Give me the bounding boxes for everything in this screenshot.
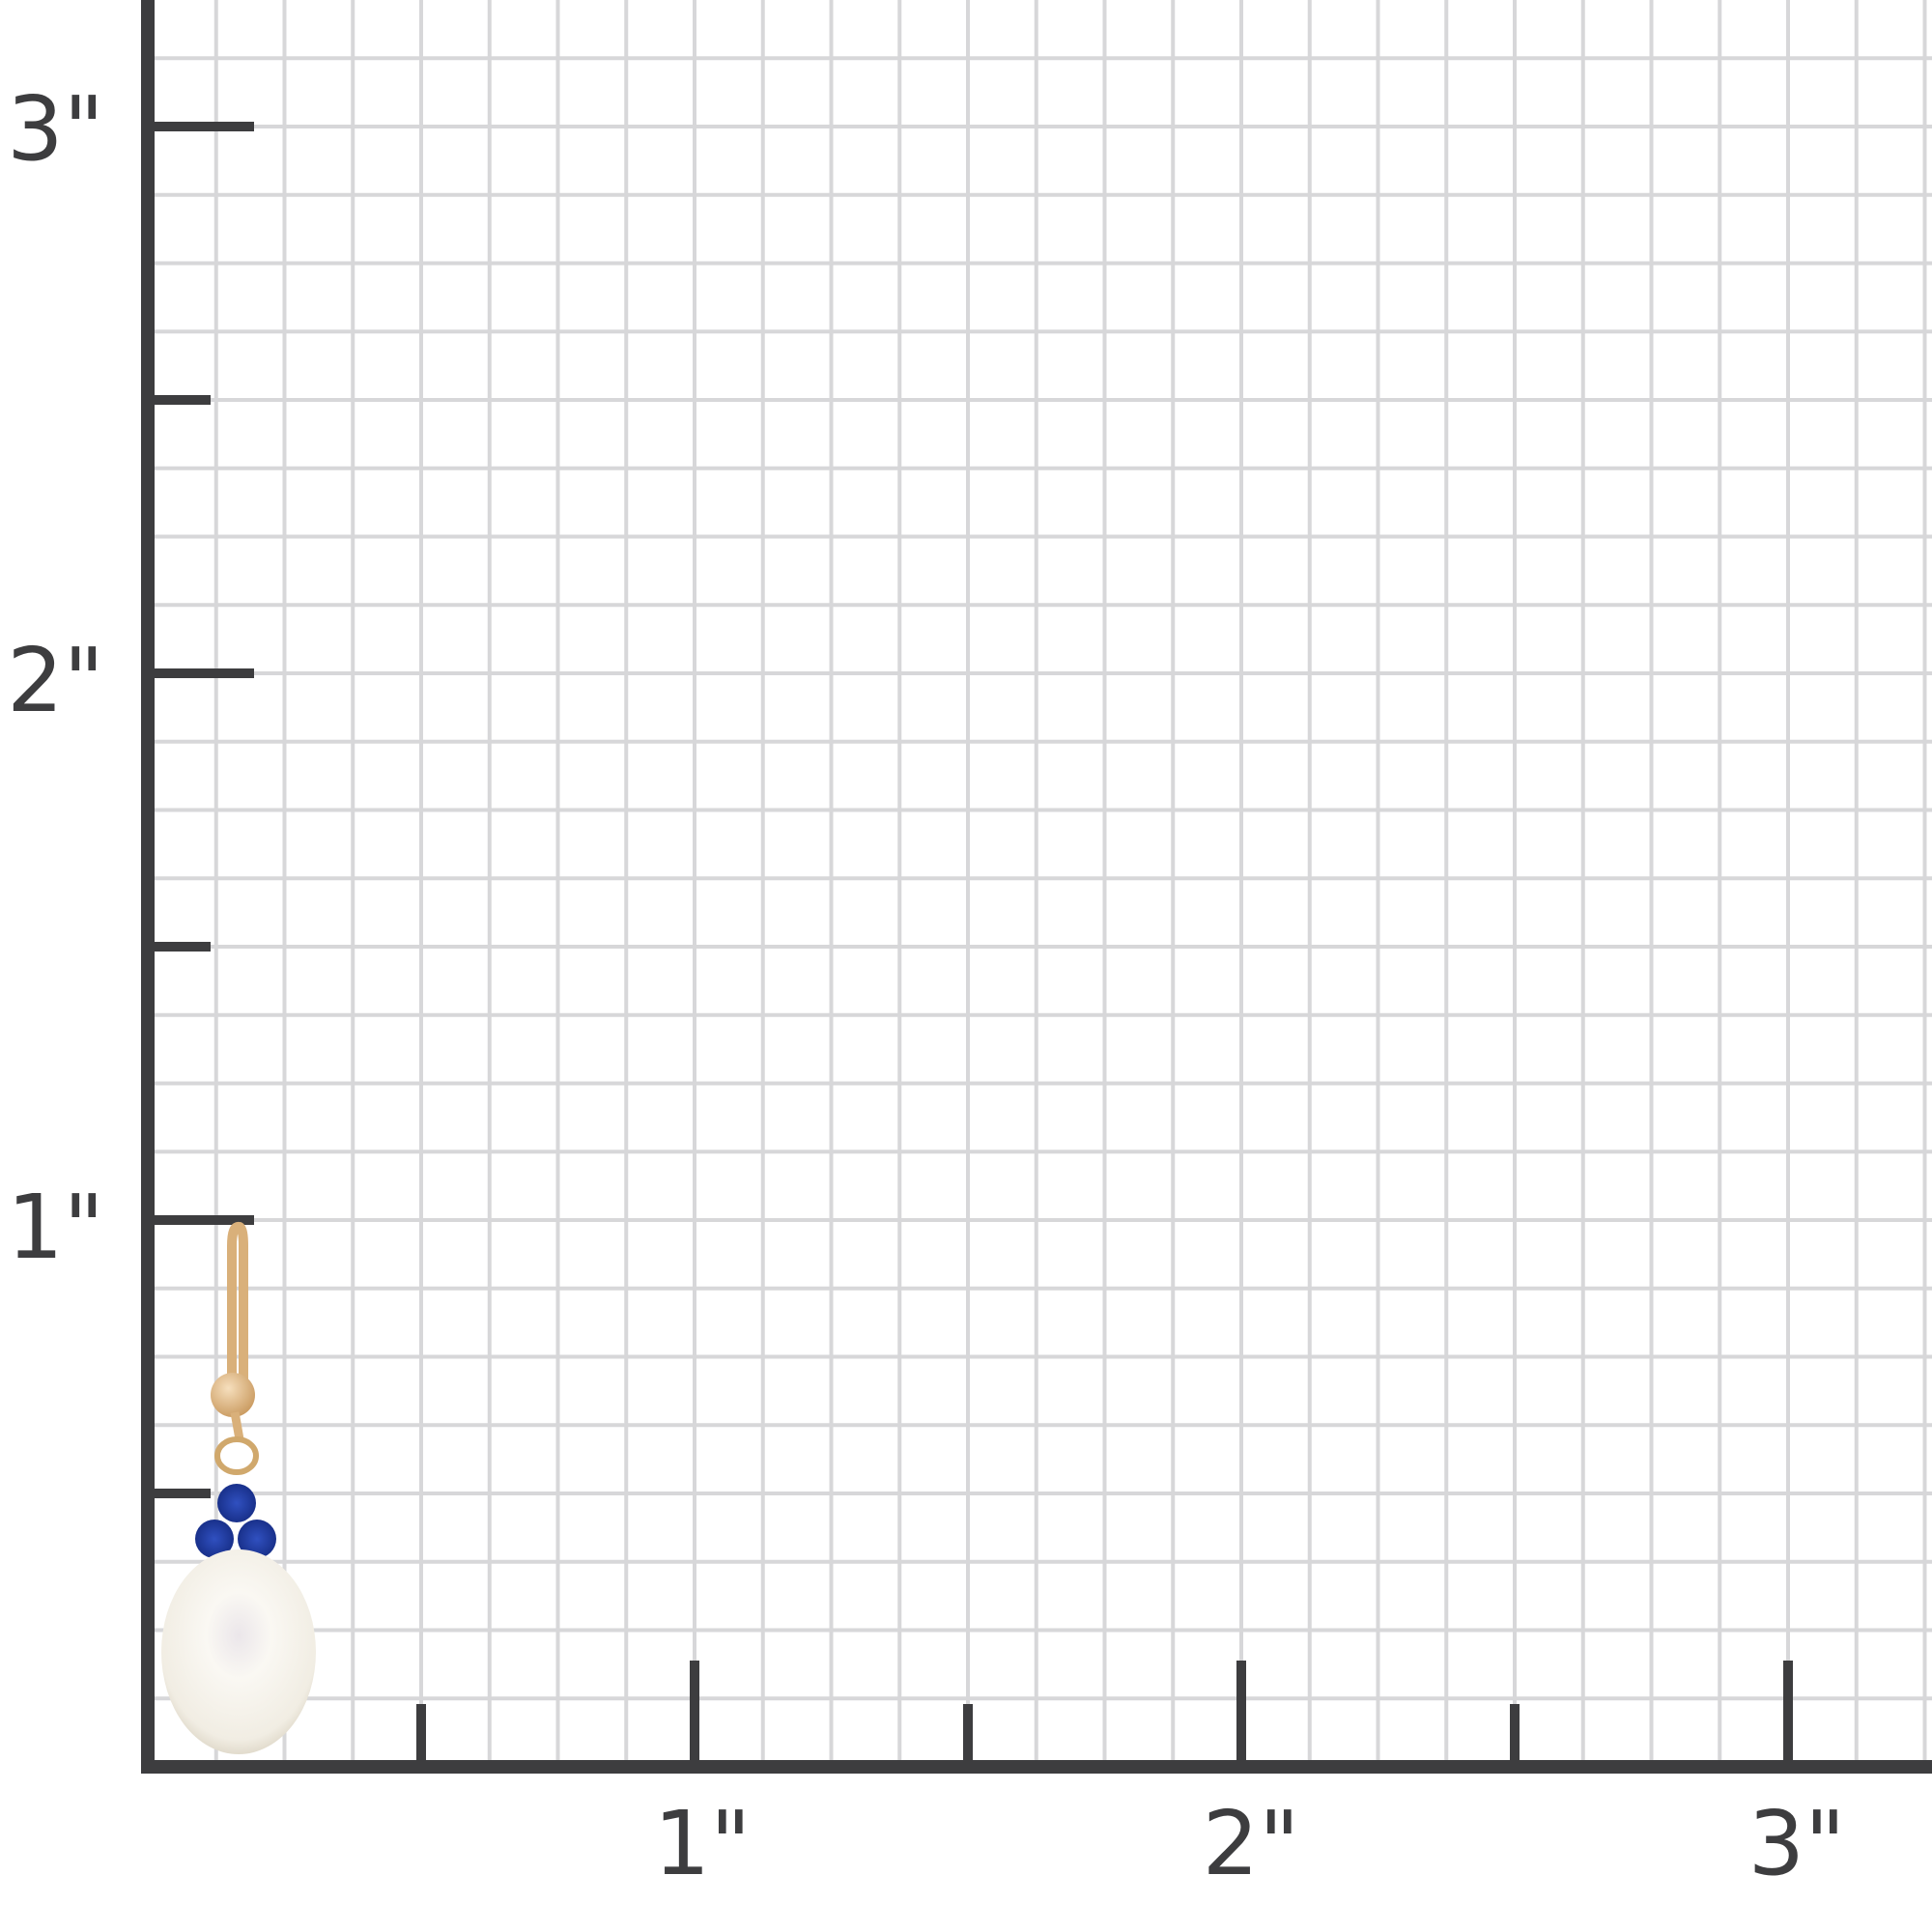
gold-bail	[230, 1411, 244, 1440]
sapphire-top	[217, 1484, 256, 1522]
x-label-1: 1"	[654, 1792, 752, 1895]
earring	[161, 1221, 316, 1754]
grid-lines	[148, 0, 1932, 1767]
pearl	[161, 1549, 316, 1754]
x-label-2: 2"	[1203, 1792, 1300, 1895]
x-label-3: 3"	[1748, 1792, 1846, 1895]
y-label-3: 3"	[7, 77, 104, 181]
sapphire-left	[195, 1520, 234, 1558]
y-label-1: 1"	[7, 1176, 104, 1279]
y-label-2: 2"	[7, 629, 104, 732]
jump-ring	[214, 1436, 259, 1475]
ear-hook	[227, 1221, 248, 1401]
gold-bead	[211, 1373, 255, 1417]
sapphire-right	[238, 1520, 276, 1558]
axes	[141, 0, 1932, 1774]
axis-labels: 1" 2" 3" 1" 2" 3"	[7, 77, 1845, 1895]
